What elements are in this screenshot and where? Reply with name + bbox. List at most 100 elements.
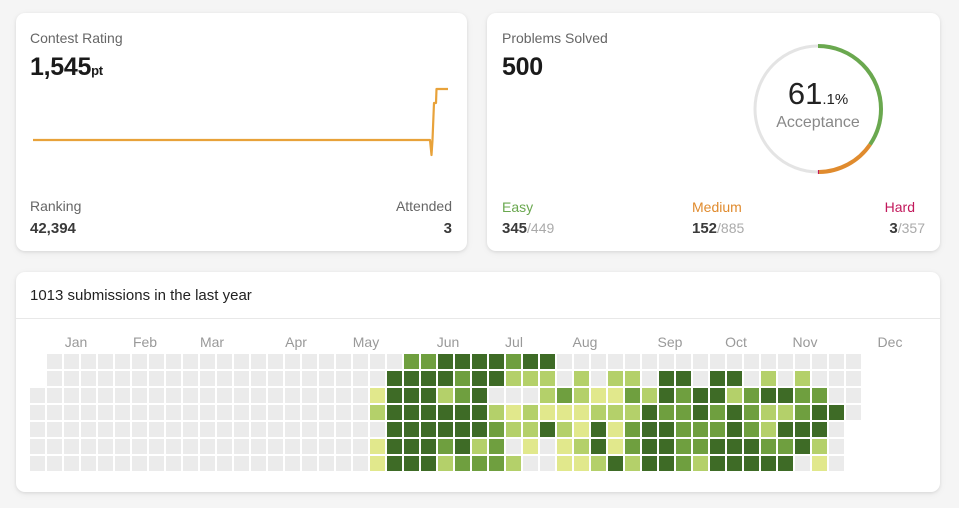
heatmap-cell[interactable]: [234, 371, 249, 386]
heatmap-cell[interactable]: [217, 422, 232, 437]
heatmap-cell[interactable]: [557, 422, 572, 437]
heatmap-cell[interactable]: [574, 405, 589, 420]
heatmap-cell[interactable]: [421, 371, 436, 386]
heatmap-cell[interactable]: [421, 405, 436, 420]
acceptance-ring[interactable]: [751, 42, 885, 176]
heatmap-cell[interactable]: [234, 439, 249, 454]
heatmap-cell[interactable]: [234, 405, 249, 420]
heatmap-cell[interactable]: [489, 405, 504, 420]
heatmap-cell[interactable]: [744, 405, 759, 420]
heatmap-cell[interactable]: [387, 456, 402, 471]
heatmap-cell[interactable]: [642, 388, 657, 403]
heatmap-cell[interactable]: [710, 354, 725, 369]
heatmap-cell[interactable]: [744, 422, 759, 437]
heatmap-cell[interactable]: [761, 422, 776, 437]
heatmap-cell[interactable]: [710, 422, 725, 437]
heatmap-cell[interactable]: [812, 354, 827, 369]
heatmap-cell[interactable]: [523, 388, 538, 403]
heatmap-cell[interactable]: [574, 422, 589, 437]
heatmap-cell[interactable]: [727, 422, 742, 437]
heatmap-cell[interactable]: [115, 456, 130, 471]
heatmap-cell[interactable]: [166, 439, 181, 454]
heatmap-cell[interactable]: [472, 422, 487, 437]
heatmap-cell[interactable]: [302, 405, 317, 420]
heatmap-cell[interactable]: [812, 456, 827, 471]
heatmap-cell[interactable]: [251, 354, 266, 369]
heatmap-cell[interactable]: [472, 456, 487, 471]
heatmap-cell[interactable]: [166, 371, 181, 386]
heatmap-cell[interactable]: [387, 388, 402, 403]
heatmap-cell[interactable]: [132, 439, 147, 454]
heatmap-cell[interactable]: [591, 388, 606, 403]
heatmap-cell[interactable]: [608, 405, 623, 420]
heatmap-cell[interactable]: [574, 439, 589, 454]
heatmap-cell[interactable]: [200, 371, 215, 386]
heatmap-cell[interactable]: [744, 456, 759, 471]
heatmap-cell[interactable]: [319, 422, 334, 437]
heatmap-cell[interactable]: [438, 405, 453, 420]
heatmap-cell[interactable]: [659, 405, 674, 420]
heatmap-cell[interactable]: [183, 456, 198, 471]
heatmap-cell[interactable]: [523, 422, 538, 437]
heatmap-cell[interactable]: [455, 422, 470, 437]
heatmap-cell[interactable]: [574, 354, 589, 369]
heatmap-cell[interactable]: [268, 456, 283, 471]
heatmap-cell[interactable]: [710, 405, 725, 420]
heatmap-cell[interactable]: [659, 388, 674, 403]
heatmap-cell[interactable]: [829, 371, 844, 386]
heatmap-cell[interactable]: [30, 388, 45, 403]
heatmap-cell[interactable]: [302, 371, 317, 386]
heatmap-cell[interactable]: [30, 422, 45, 437]
heatmap-cell[interactable]: [795, 439, 810, 454]
heatmap-cell[interactable]: [625, 405, 640, 420]
heatmap-cell[interactable]: [183, 405, 198, 420]
heatmap-cell[interactable]: [336, 354, 351, 369]
heatmap-cell[interactable]: [370, 422, 385, 437]
heatmap-cell[interactable]: [540, 422, 555, 437]
heatmap-cell[interactable]: [710, 388, 725, 403]
heatmap-cell[interactable]: [642, 439, 657, 454]
heatmap-cell[interactable]: [846, 405, 861, 420]
heatmap-cell[interactable]: [336, 439, 351, 454]
heatmap-cell[interactable]: [846, 371, 861, 386]
heatmap-cell[interactable]: [183, 371, 198, 386]
heatmap-cell[interactable]: [115, 422, 130, 437]
heatmap-cell[interactable]: [319, 388, 334, 403]
heatmap-cell[interactable]: [217, 354, 232, 369]
heatmap-cell[interactable]: [693, 354, 708, 369]
heatmap-cell[interactable]: [115, 354, 130, 369]
heatmap-cell[interactable]: [727, 371, 742, 386]
heatmap-cell[interactable]: [659, 456, 674, 471]
heatmap-cell[interactable]: [829, 439, 844, 454]
heatmap-cell[interactable]: [251, 439, 266, 454]
heatmap-cell[interactable]: [506, 422, 521, 437]
heatmap-cell[interactable]: [693, 388, 708, 403]
heatmap-cell[interactable]: [778, 405, 793, 420]
heatmap-cell[interactable]: [404, 422, 419, 437]
heatmap-cell[interactable]: [149, 456, 164, 471]
heatmap-cell[interactable]: [183, 388, 198, 403]
heatmap-cell[interactable]: [574, 456, 589, 471]
heatmap-cell[interactable]: [778, 422, 793, 437]
heatmap-cell[interactable]: [676, 354, 691, 369]
heatmap-cell[interactable]: [642, 354, 657, 369]
heatmap-cell[interactable]: [353, 405, 368, 420]
heatmap-cell[interactable]: [319, 354, 334, 369]
heatmap-cell[interactable]: [217, 388, 232, 403]
heatmap-cell[interactable]: [455, 456, 470, 471]
heatmap-cell[interactable]: [251, 405, 266, 420]
heatmap-cell[interactable]: [540, 354, 555, 369]
heatmap-cell[interactable]: [778, 456, 793, 471]
heatmap-cell[interactable]: [812, 371, 827, 386]
heatmap-cell[interactable]: [438, 456, 453, 471]
heatmap-cell[interactable]: [251, 371, 266, 386]
heatmap-cell[interactable]: [676, 439, 691, 454]
heatmap-cell[interactable]: [370, 354, 385, 369]
heatmap-cell[interactable]: [625, 456, 640, 471]
heatmap-cell[interactable]: [81, 422, 96, 437]
heatmap-cell[interactable]: [387, 405, 402, 420]
heatmap-cell[interactable]: [234, 354, 249, 369]
heatmap-cell[interactable]: [98, 405, 113, 420]
heatmap-cell[interactable]: [285, 388, 300, 403]
heatmap-cell[interactable]: [217, 439, 232, 454]
